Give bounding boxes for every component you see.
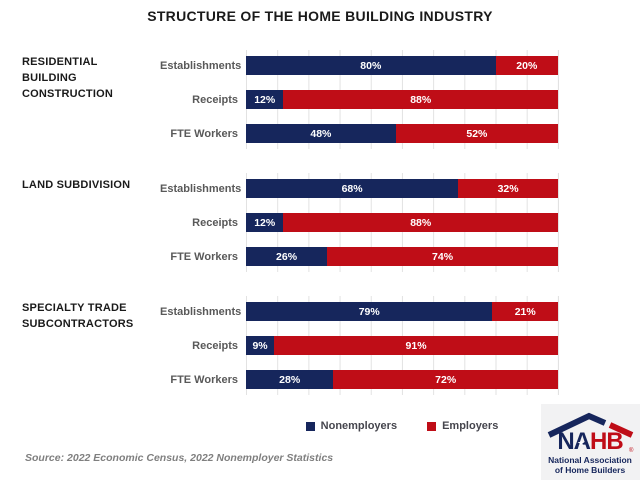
employers-value: 21% (514, 305, 536, 318)
employers-segment: 21% (492, 302, 558, 321)
logo-roof-right (608, 422, 634, 438)
logo-acronym-na: NA (557, 428, 590, 455)
bar-category-label: Receipts (192, 93, 238, 106)
logo-registered-mark: ® (629, 447, 634, 454)
employers-segment: 88% (283, 90, 558, 109)
bar-row: Establishments 79% 21% (160, 302, 558, 321)
industry-group: SPECIALTY TRADE SUBCONTRACTORS Establishm… (22, 296, 559, 395)
nahb-logo-graphic: NAHB ★ ® National Association of Home Bu… (547, 412, 634, 475)
group-chart: Establishments 80% 20% Receipts 12% 88% FTE Wo… (160, 50, 559, 149)
logo-acronym: NAHB (557, 428, 623, 455)
bar-row: Establishments 80% 20% (160, 56, 558, 75)
employers-value: 88% (410, 93, 432, 106)
industry-group: RESIDENTIAL BUILDING CONSTRUCTION Establi… (22, 50, 559, 149)
bar-category-label: FTE Workers (170, 127, 238, 140)
employers-value: 32% (497, 182, 519, 195)
bar-category-label: Establishments (160, 59, 242, 72)
nonemployers-value: 48% (310, 127, 332, 140)
employers-value: 91% (405, 339, 427, 352)
group-label: LAND SUBDIVISION (22, 179, 131, 191)
logo-roof-left (547, 412, 607, 438)
employers-segment: 88% (283, 213, 558, 232)
bar-track: 9% 91% (246, 336, 558, 355)
bar-row: Receipts 12% 88% (160, 213, 558, 232)
bar-row: Establishments 68% 32% (160, 179, 558, 198)
nonemployers-value: 80% (360, 59, 382, 72)
nonemployers-swatch-icon (305, 421, 315, 431)
nonemployers-segment: 26% (246, 247, 328, 266)
employers-value: 74% (432, 250, 454, 263)
employers-segment: 74% (327, 247, 558, 266)
source-note: Source: 2022 Economic Census, 2022 Nonem… (25, 452, 334, 464)
nonemployers-segment: 9% (246, 336, 275, 355)
logo-line2: of Home Builders (555, 465, 626, 475)
bar-row: FTE Workers 26% 74% (160, 247, 558, 266)
nonemployers-value: 28% (279, 373, 301, 386)
nonemployers-segment: 80% (246, 56, 496, 75)
nonemployers-value: 79% (358, 305, 380, 318)
nonemployers-value: 12% (254, 216, 276, 229)
legend-item-nonemployers: Nonemployers (305, 420, 398, 432)
bar-track: 80% 20% (246, 56, 558, 75)
employers-segment: 32% (458, 179, 558, 198)
group-label: RESIDENTIAL BUILDING CONSTRUCTION (22, 56, 114, 100)
bar-category-label: Establishments (160, 305, 242, 318)
employers-swatch-icon (427, 421, 437, 431)
nonemployers-value: 12% (254, 93, 276, 106)
legend: Nonemployers Employers (246, 420, 558, 432)
nonemployers-value: 68% (341, 182, 363, 195)
bar-category-label: Establishments (160, 182, 242, 195)
employers-value: 88% (410, 216, 432, 229)
bar-track: 12% 88% (246, 90, 558, 109)
employers-segment: 20% (495, 56, 558, 75)
nonemployers-value: 9% (252, 339, 268, 352)
employers-value: 72% (435, 373, 457, 386)
bar-row: Receipts 12% 88% (160, 90, 558, 109)
nonemployers-segment: 48% (246, 124, 396, 143)
legend-item-employers: Employers (427, 420, 498, 432)
logo-acronym-hb: HB (590, 428, 623, 455)
employers-segment: 91% (274, 336, 558, 355)
bar-category-label: FTE Workers (170, 250, 238, 263)
bar-track: 48% 52% (246, 124, 558, 143)
employers-segment: 72% (333, 370, 558, 389)
logo-star-icon: ★ (577, 438, 585, 448)
nonemployers-segment: 28% (246, 370, 334, 389)
bar-track: 68% 32% (246, 179, 558, 198)
nonemployers-segment: 12% (246, 213, 284, 232)
industry-group: LAND SUBDIVISION Establishments 68% 32% Rece… (22, 173, 559, 272)
group-chart: Establishments 79% 21% Receipts 9% 91% FTE Wor… (160, 296, 559, 395)
logo-line1: National Association (548, 455, 632, 465)
bar-category-label: Receipts (192, 339, 238, 352)
chart-title: STRUCTURE OF THE HOME BUILDING INDUSTRY (147, 8, 493, 24)
legend-label-nonemployers: Nonemployers (320, 420, 398, 432)
nahb-logo: NAHB ★ ® National Association of Home Bu… (541, 404, 640, 480)
nonemployers-value: 26% (276, 250, 298, 263)
bar-category-label: Receipts (192, 216, 238, 229)
bar-track: 12% 88% (246, 213, 558, 232)
bar-row: FTE Workers 48% 52% (160, 124, 558, 143)
group-label: SPECIALTY TRADE SUBCONTRACTORS (22, 302, 134, 330)
nonemployers-segment: 68% (246, 179, 459, 198)
nonemployers-segment: 12% (246, 90, 284, 109)
bar-track: 28% 72% (246, 370, 558, 389)
bar-track: 26% 74% (246, 247, 558, 266)
legend-label-employers: Employers (442, 420, 499, 432)
nonemployers-segment: 79% (246, 302, 493, 321)
group-chart: Establishments 68% 32% Receipts 12% 88% FTE Wo… (160, 173, 559, 272)
bar-row: Receipts 9% 91% (160, 336, 558, 355)
employers-segment: 52% (395, 124, 558, 143)
bar-track: 79% 21% (246, 302, 558, 321)
employers-value: 20% (516, 59, 538, 72)
employers-value: 52% (466, 127, 488, 140)
chart-groups: RESIDENTIAL BUILDING CONSTRUCTION Establi… (22, 50, 559, 419)
bar-category-label: FTE Workers (170, 373, 238, 386)
bar-row: FTE Workers 28% 72% (160, 370, 558, 389)
